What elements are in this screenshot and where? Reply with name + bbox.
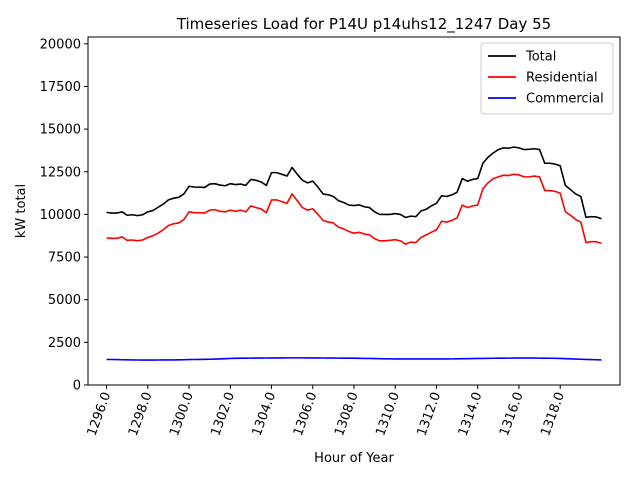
series-line-commercial (106, 357, 602, 361)
x-axis-title: Hour of Year (314, 451, 394, 466)
y-tick-label: 17500 (40, 80, 81, 95)
y-tick-label: 5000 (48, 293, 81, 308)
series-layer (106, 146, 602, 361)
y-tick-label: 15000 (40, 123, 81, 138)
y-tick-label: 10000 (40, 208, 81, 223)
y-tick-label: 2500 (48, 336, 81, 351)
legend-label-commercial: Commercial (526, 92, 604, 107)
y-axis-ticks: 0 2500 5000 7500 10000 12500 15000 17500 20000 (40, 37, 88, 394)
y-tick-label: 12500 (40, 165, 81, 180)
y-tick-label: 20000 (40, 37, 81, 52)
plot-frame (87, 36, 621, 386)
legend: Total Residential Commercial (480, 42, 614, 115)
legend-frame (480, 42, 614, 115)
y-tick-label: 7500 (48, 251, 81, 266)
y-tick-label: 0 (73, 379, 81, 394)
y-axis-title: kW total (14, 184, 29, 238)
series-line-total (106, 146, 602, 220)
legend-label-residential: Residential (526, 71, 598, 86)
legend-label-total: Total (525, 50, 556, 65)
chart-title: Timeseries Load for P14U p14uhs12_1247 D… (176, 15, 551, 34)
series-line-residential (106, 173, 602, 246)
